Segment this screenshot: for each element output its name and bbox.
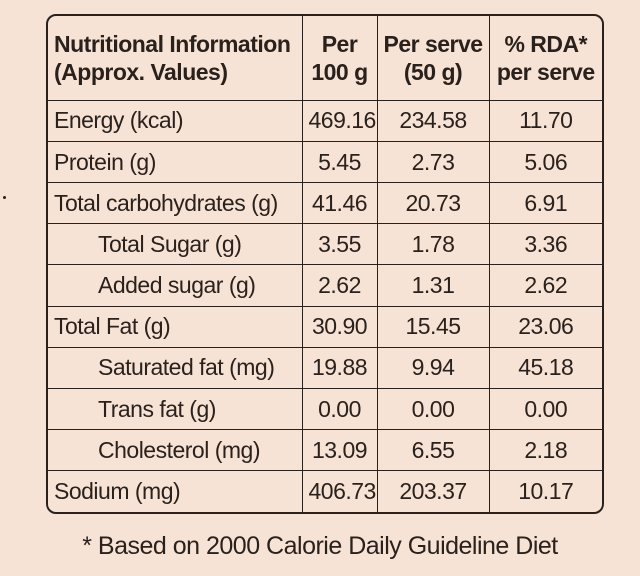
value-per-100g: 469.16 bbox=[301, 99, 378, 142]
header-rda: % RDA* per serve bbox=[488, 16, 602, 101]
table-row: Protein (g) 5.45 2.73 5.06 bbox=[48, 140, 602, 184]
header-per-serve-line2: (50 g) bbox=[403, 58, 463, 85]
value-per-100g: 30.90 bbox=[301, 305, 378, 348]
table-row: Total Fat (g) 30.90 15.45 23.06 bbox=[48, 305, 602, 348]
value-per-serve: 15.45 bbox=[376, 305, 490, 348]
value-rda: 3.36 bbox=[488, 223, 602, 266]
header-per-100g: Per 100 g bbox=[301, 16, 378, 101]
value-per-serve: 1.31 bbox=[376, 264, 490, 307]
table-row: Total carbohydrates (g) 41.46 20.73 6.91 bbox=[48, 182, 602, 225]
nutrient-name: Total Sugar (g) bbox=[48, 223, 303, 266]
nutrient-name: Saturated fat (mg) bbox=[48, 346, 303, 389]
table-row: Cholesterol (mg) 13.09 6.55 2.18 bbox=[48, 429, 602, 472]
value-per-serve: 2.73 bbox=[376, 140, 490, 184]
value-per-serve: 20.73 bbox=[376, 182, 490, 225]
value-per-100g: 2.62 bbox=[301, 264, 378, 307]
header-per-100g-line1: Per bbox=[321, 30, 358, 57]
nutrient-name: Energy (kcal) bbox=[48, 99, 303, 142]
header-per-100g-line2: 100 g bbox=[311, 58, 368, 85]
nutrition-panel: Nutritional Information (Approx. Values)… bbox=[46, 14, 604, 514]
value-per-serve: 234.58 bbox=[376, 99, 490, 142]
value-rda: 6.91 bbox=[488, 182, 602, 225]
value-per-100g: 3.55 bbox=[301, 223, 378, 266]
header-row: Nutritional Information (Approx. Values)… bbox=[48, 16, 602, 101]
nutrient-name: Cholesterol (mg) bbox=[48, 429, 303, 472]
value-per-serve: 9.94 bbox=[376, 346, 490, 389]
header-rda-line1: % RDA* bbox=[504, 30, 588, 57]
nutrient-name: Total carbohydrates (g) bbox=[48, 182, 303, 225]
table-row: Total Sugar (g) 3.55 1.78 3.36 bbox=[48, 223, 602, 266]
table-row: Energy (kcal) 469.16 234.58 11.70 bbox=[48, 99, 602, 142]
value-per-serve: 6.55 bbox=[376, 429, 490, 472]
value-per-serve: 1.78 bbox=[376, 223, 490, 266]
value-rda: 11.70 bbox=[488, 99, 602, 142]
value-per-100g: 406.73 bbox=[301, 470, 378, 512]
value-rda: 5.06 bbox=[488, 140, 602, 184]
header-nutrient: Nutritional Information (Approx. Values) bbox=[48, 16, 303, 101]
nutrition-table: Nutritional Information (Approx. Values)… bbox=[48, 16, 602, 512]
value-rda: 10.17 bbox=[488, 470, 602, 512]
footnote: * Based on 2000 Calorie Daily Guideline … bbox=[82, 532, 558, 560]
header-nutrient-line2: (Approx. Values) bbox=[54, 58, 228, 85]
value-per-100g: 13.09 bbox=[301, 429, 378, 472]
value-rda: 2.18 bbox=[488, 429, 602, 472]
value-per-100g: 0.00 bbox=[301, 387, 378, 431]
value-rda: 23.06 bbox=[488, 305, 602, 348]
table-row: Added sugar (g) 2.62 1.31 2.62 bbox=[48, 264, 602, 307]
nutrient-name: Total Fat (g) bbox=[48, 305, 303, 348]
value-per-100g: 5.45 bbox=[301, 140, 378, 184]
nutrient-name: Added sugar (g) bbox=[48, 264, 303, 307]
nutrient-name: Sodium (mg) bbox=[48, 470, 303, 512]
header-nutrient-line1: Nutritional Information bbox=[54, 30, 291, 57]
header-per-serve: Per serve (50 g) bbox=[376, 16, 490, 101]
value-rda: 2.62 bbox=[488, 264, 602, 307]
header-per-serve-line1: Per serve bbox=[383, 30, 484, 57]
nutrient-name: Protein (g) bbox=[48, 140, 303, 184]
stray-dot bbox=[3, 196, 6, 199]
table-row: Saturated fat (mg) 19.88 9.94 45.18 bbox=[48, 346, 602, 389]
table-row: Trans fat (g) 0.00 0.00 0.00 bbox=[48, 387, 602, 431]
value-rda: 45.18 bbox=[488, 346, 602, 389]
nutrient-name: Trans fat (g) bbox=[48, 387, 303, 431]
value-per-serve: 203.37 bbox=[376, 470, 490, 512]
value-per-100g: 19.88 bbox=[301, 346, 378, 389]
header-rda-line2: per serve bbox=[496, 58, 595, 85]
table-row: Sodium (mg) 406.73 203.37 10.17 bbox=[48, 470, 602, 512]
value-per-serve: 0.00 bbox=[376, 387, 490, 431]
value-per-100g: 41.46 bbox=[301, 182, 378, 225]
value-rda: 0.00 bbox=[488, 387, 602, 431]
